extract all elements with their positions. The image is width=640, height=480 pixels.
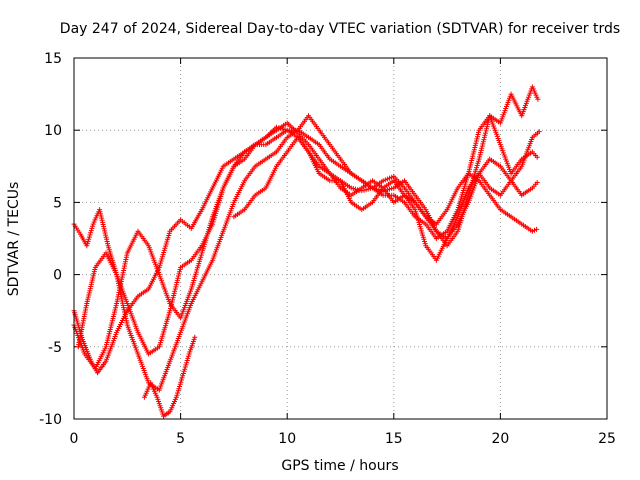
- data-point-markers: [141, 129, 542, 419]
- plot-frame: [73, 57, 608, 420]
- data-point-markers: [71, 120, 540, 371]
- y-tick-label: -5: [48, 340, 62, 356]
- x-axis-label: GPS time / hours: [281, 458, 398, 474]
- chart-title: Day 247 of 2024, Sidereal Day-to-day VTE…: [60, 21, 620, 37]
- x-tick-label: 25: [598, 431, 616, 447]
- data-point-markers: [75, 84, 541, 393]
- y-tick-label: 15: [44, 51, 62, 67]
- series-day-5: [141, 129, 542, 419]
- y-tick-label: 5: [53, 195, 62, 211]
- x-tick-label: 20: [491, 431, 509, 447]
- data-points: [71, 84, 542, 419]
- y-tick-label: -10: [39, 412, 62, 428]
- x-tick-label: 5: [176, 431, 185, 447]
- y-axis-label: SDTVAR / TECUs: [6, 182, 22, 297]
- tick-labels: 0 5 10 15 20 25 -10 -5 0 5 10 15: [39, 51, 616, 447]
- x-tick-label: 15: [385, 431, 403, 447]
- y-tick-label: 10: [44, 123, 62, 139]
- series-day-2: [71, 120, 540, 371]
- series-day-4: [75, 84, 541, 393]
- x-tick-label: 0: [70, 431, 79, 447]
- y-tick-label: 0: [53, 268, 62, 284]
- grid-lines: [74, 58, 607, 419]
- x-tick-label: 10: [278, 431, 296, 447]
